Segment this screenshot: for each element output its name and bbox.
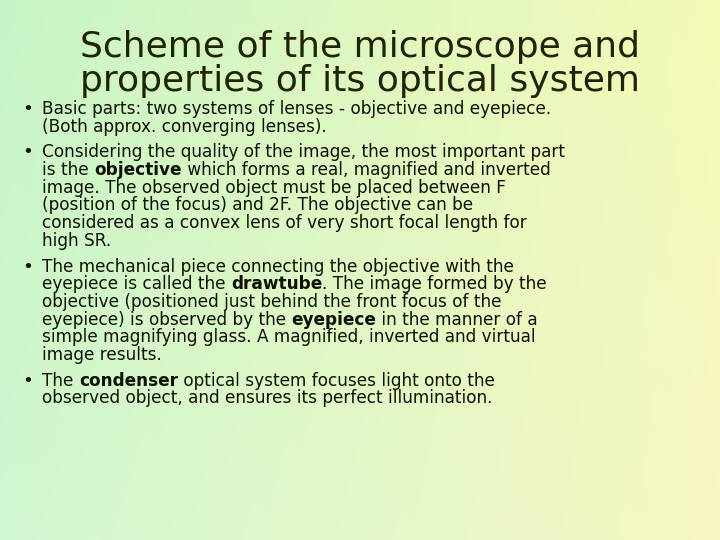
Text: is the: is the [42,161,94,179]
Text: The mechanical piece connecting the objective with the: The mechanical piece connecting the obje… [42,258,514,275]
Text: which forms a real, magnified and inverted: which forms a real, magnified and invert… [181,161,550,179]
Text: drawtube: drawtube [231,275,322,293]
Text: Basic parts: two systems of lenses - objective and eyepiece.: Basic parts: two systems of lenses - obj… [42,100,552,118]
Text: image results.: image results. [42,346,162,364]
Text: eyepiece: eyepiece [292,310,377,328]
Text: objective: objective [94,161,181,179]
Text: (position of the focus) and 2F. The objective can be: (position of the focus) and 2F. The obje… [42,197,473,214]
Text: in the manner of a: in the manner of a [377,310,538,328]
Text: •: • [22,372,33,390]
Text: considered as a convex lens of very short focal length for: considered as a convex lens of very shor… [42,214,527,232]
Text: eyepiece is called the: eyepiece is called the [42,275,231,293]
Text: (Both approx. converging lenses).: (Both approx. converging lenses). [42,118,327,136]
Text: eyepiece) is observed by the: eyepiece) is observed by the [42,310,292,328]
Text: The: The [42,372,78,390]
Text: . The image formed by the: . The image formed by the [322,275,546,293]
Text: •: • [22,258,33,275]
Text: high SR.: high SR. [42,232,112,250]
Text: •: • [22,100,33,118]
Text: image. The observed object must be placed between F: image. The observed object must be place… [42,179,506,197]
Text: simple magnifying glass. A magnified, inverted and virtual: simple magnifying glass. A magnified, in… [42,328,536,346]
Text: condenser: condenser [78,372,178,390]
Text: Scheme of the microscope and: Scheme of the microscope and [80,30,640,64]
Text: Considering the quality of the image, the most important part: Considering the quality of the image, th… [42,144,565,161]
Text: •: • [22,144,33,161]
Text: optical system focuses light onto the: optical system focuses light onto the [178,372,495,390]
Text: properties of its optical system: properties of its optical system [80,64,640,98]
Text: observed object, and ensures its perfect illumination.: observed object, and ensures its perfect… [42,389,492,407]
Text: objective (positioned just behind the front focus of the: objective (positioned just behind the fr… [42,293,502,311]
